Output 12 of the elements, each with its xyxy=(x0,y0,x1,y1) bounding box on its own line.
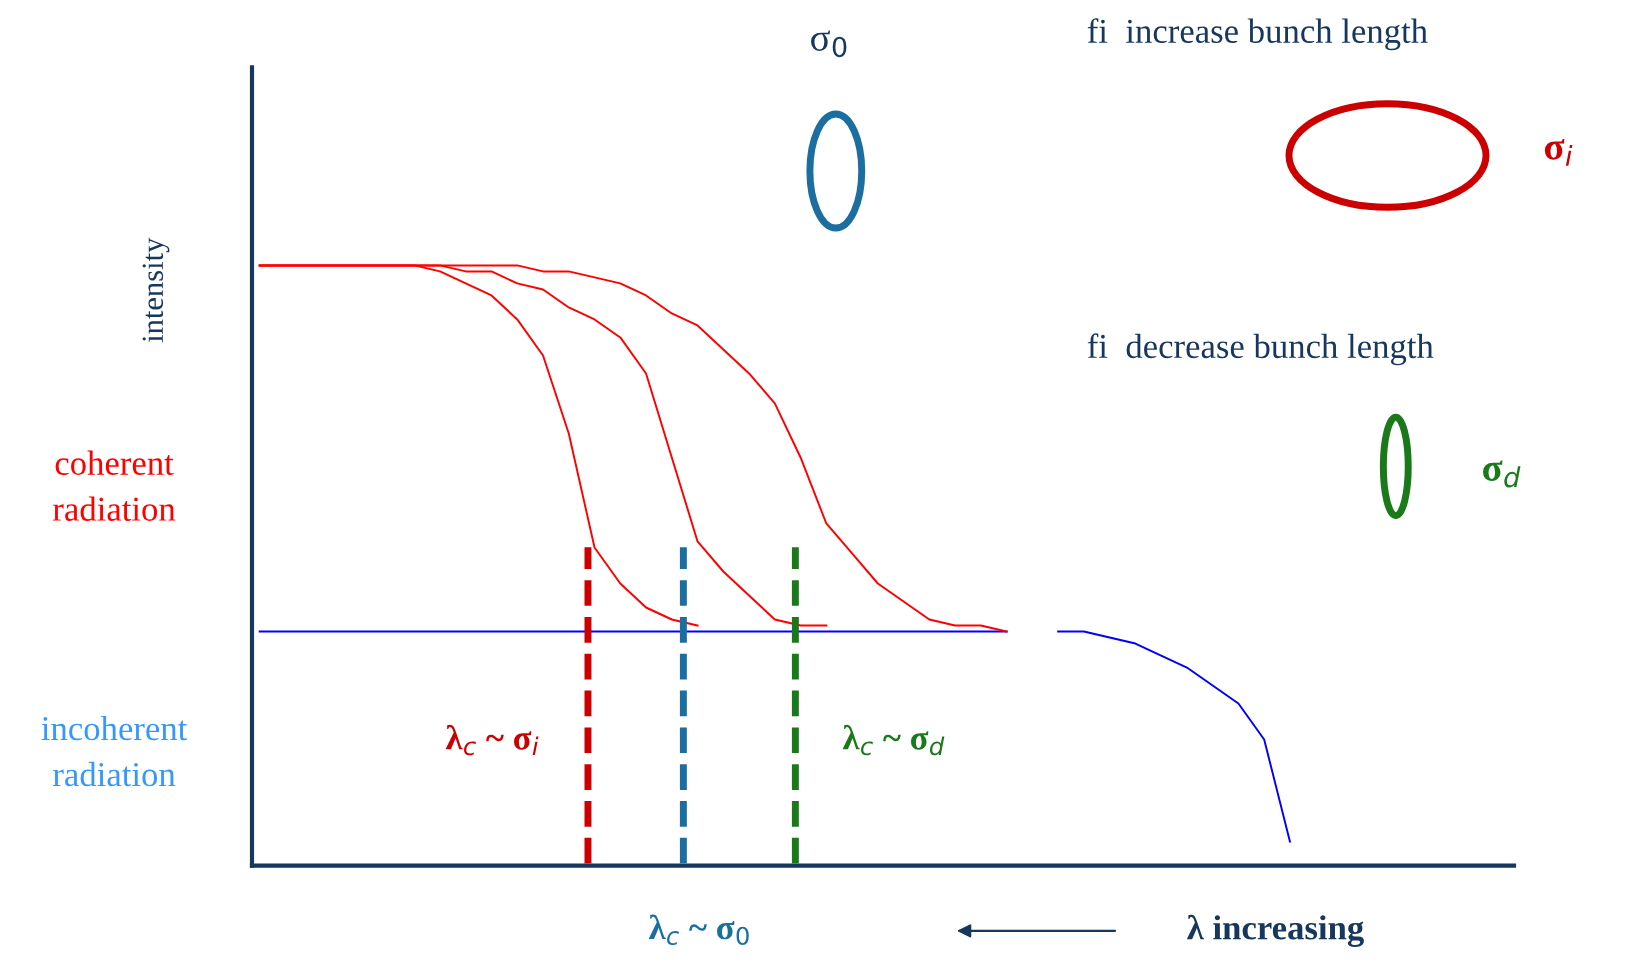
text: σ$_{i}$ xyxy=(1544,139,1573,166)
y-axis-title: intensity xyxy=(142,237,170,343)
text: λ$_{c}$ ~ σ$_{0}$ xyxy=(648,914,749,946)
text: λ increasing xyxy=(1187,914,1364,947)
annotation: σ$_{d}$ xyxy=(1483,460,1521,488)
text: incoherent radiation xyxy=(41,715,188,787)
annotation: λ$_{c}$ ~ σ$_{d}$ xyxy=(842,724,945,756)
text: σ$_{0}$ xyxy=(811,30,847,58)
annotation: fi decrease bunch length xyxy=(1087,333,1434,366)
text: coherent radiation xyxy=(53,450,176,521)
text: fi increase bunch length xyxy=(1087,18,1428,51)
annotation: λ$_{c}$ ~ σ$_{i}$ xyxy=(445,724,539,756)
